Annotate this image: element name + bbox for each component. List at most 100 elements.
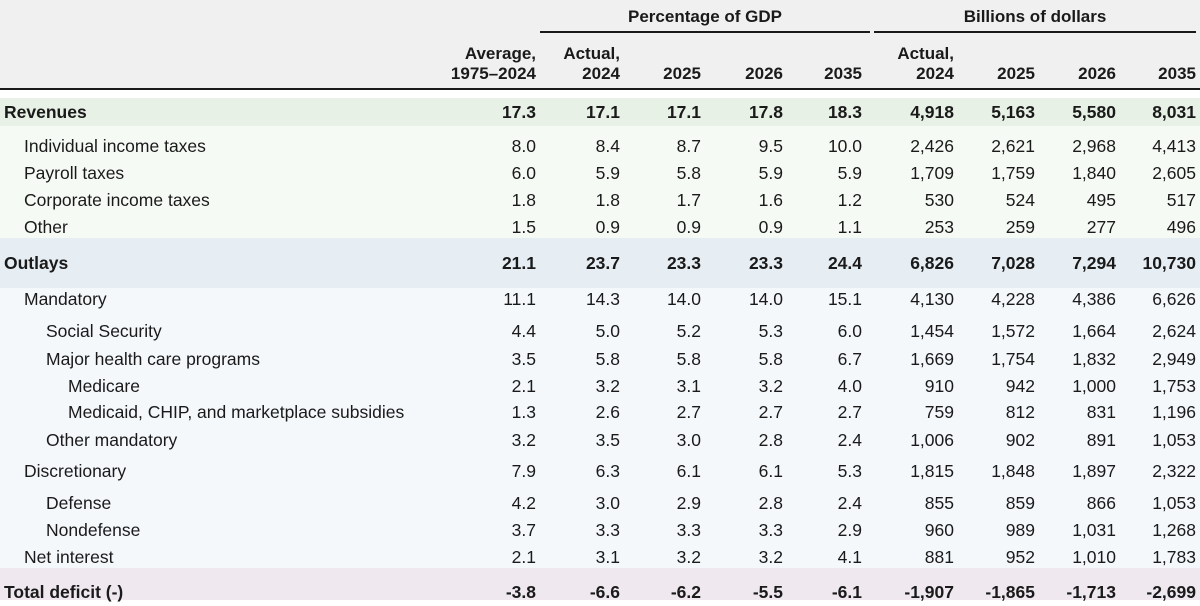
table-cell: 24.4 xyxy=(827,252,862,273)
column-header-line: 1975–2024 xyxy=(450,64,536,83)
table-cell: 496 xyxy=(1166,216,1196,237)
table-row: Other mandatory 3.2 3.5 3.0 2.8 2.4 1,006 902 89… xyxy=(0,426,1200,454)
column-header-line: 2024 xyxy=(582,64,620,83)
column-header-line: 2026 xyxy=(1078,64,1116,83)
column-header: 2035 xyxy=(758,42,862,84)
table-cell: 3.3 xyxy=(676,519,701,540)
column-header: Average, 1975–2024 xyxy=(432,42,536,84)
table-cell: 891 xyxy=(1086,429,1116,450)
table-cell: 1,848 xyxy=(991,460,1035,481)
table-cell: 759 xyxy=(924,401,954,422)
row-label: Payroll taxes xyxy=(24,162,125,183)
table-cell: 1,454 xyxy=(910,320,954,341)
group-label-billions-of-dollars: Billions of dollars xyxy=(963,7,1107,26)
table-cell: 2,968 xyxy=(1072,135,1116,156)
table-row: Major health care programs 3.5 5.8 5.8 5.8 6.… xyxy=(0,345,1200,373)
table-cell: 1,759 xyxy=(991,162,1035,183)
table-row: Nondefense 3.7 3.3 3.3 3.3 2.9 960 989 1,031 1,26… xyxy=(0,516,1200,544)
column-header-line: 2035 xyxy=(1158,64,1196,83)
table-cell: 4.0 xyxy=(837,375,862,396)
table-cell: 5.3 xyxy=(758,320,783,341)
table-cell: 5.9 xyxy=(837,162,862,183)
table-cell: 1,010 xyxy=(1072,546,1116,567)
table-cell: 3.5 xyxy=(511,348,536,369)
table-cell: 23.3 xyxy=(748,252,783,273)
table-cell: -1,713 xyxy=(1066,581,1116,602)
table-cell: 1.1 xyxy=(837,216,862,237)
table-cell: 3.1 xyxy=(676,375,701,396)
table-cell: 5.3 xyxy=(837,460,862,481)
table-cell: 3.2 xyxy=(676,546,701,567)
column-header-line: 2026 xyxy=(745,64,783,83)
table-cell: 8.0 xyxy=(511,135,536,156)
table-cell: 5.0 xyxy=(595,320,620,341)
table-cell: 2.1 xyxy=(511,375,536,396)
table-cell: 7,028 xyxy=(991,252,1035,273)
table-cell: 2,949 xyxy=(1152,348,1196,369)
row-label: Social Security xyxy=(46,320,162,341)
table-cell: 6.1 xyxy=(758,460,783,481)
table-cell: 2.7 xyxy=(837,401,862,422)
table-cell: 1.6 xyxy=(758,189,783,210)
table-cell: 5.8 xyxy=(676,162,701,183)
table-cell: 6.1 xyxy=(676,460,701,481)
row-label: Major health care programs xyxy=(46,348,260,369)
table-cell: 1.3 xyxy=(511,401,536,422)
table-row: Revenues 17.3 17.1 17.1 17.8 18.3 4,918 5,163 5,… xyxy=(0,98,1200,126)
table-cell: 3.2 xyxy=(511,429,536,450)
table-cell: 3.3 xyxy=(595,519,620,540)
table-cell: 2.6 xyxy=(595,401,620,422)
table-row: Total deficit (-) -3.8 -6.6 -6.2 -5.5 -6.1 -1,… xyxy=(0,578,1200,606)
table-cell: 17.3 xyxy=(501,101,536,122)
table-cell: 7.9 xyxy=(511,460,536,481)
deficit-band xyxy=(0,568,1200,600)
table-cell: 855 xyxy=(924,492,954,513)
table-cell: 1,815 xyxy=(910,460,954,481)
table-cell: 5.9 xyxy=(595,162,620,183)
table-cell: 6.0 xyxy=(837,320,862,341)
column-header: 2025 xyxy=(931,42,1035,84)
table-cell: 1,006 xyxy=(910,429,954,450)
table-cell: -6.6 xyxy=(589,581,620,602)
row-label: Defense xyxy=(46,492,112,513)
table-cell: 524 xyxy=(1005,189,1035,210)
column-header-line: Actual, xyxy=(897,44,954,63)
table-cell: 1.5 xyxy=(511,216,536,237)
column-header: 2026 xyxy=(679,42,783,84)
table-cell: 1,753 xyxy=(1152,375,1196,396)
outlays-detail-band xyxy=(0,288,1200,568)
revenues-band xyxy=(0,98,1200,126)
table-cell: 14.3 xyxy=(585,288,620,309)
table-cell: 3.3 xyxy=(758,519,783,540)
table-row: Net interest 2.1 3.1 3.2 3.2 4.1 881 952 1,010 1,… xyxy=(0,543,1200,571)
table-row: Mandatory 11.1 14.3 14.0 14.0 15.1 4,130 4,228 4… xyxy=(0,285,1200,313)
table-cell: 4.2 xyxy=(511,492,536,513)
table-cell: 1,754 xyxy=(991,348,1035,369)
table-cell: 8.4 xyxy=(595,135,620,156)
table-cell: 1.8 xyxy=(511,189,536,210)
table-cell: 5.8 xyxy=(758,348,783,369)
table-cell: 3.5 xyxy=(595,429,620,450)
table-row: Medicaid, CHIP, and marketplace subsidie… xyxy=(0,398,1200,426)
table-cell: 3.0 xyxy=(595,492,620,513)
table-cell: 2,605 xyxy=(1152,162,1196,183)
group-label-percentage-of-gdp: Percentage of GDP xyxy=(628,7,782,26)
table-row: Outlays 21.1 23.7 23.3 23.3 24.4 6,826 7,028 7,2… xyxy=(0,249,1200,277)
column-header: 2026 xyxy=(1012,42,1116,84)
table-cell: 3.2 xyxy=(758,546,783,567)
table-cell: 1,669 xyxy=(910,348,954,369)
table-cell: 910 xyxy=(924,375,954,396)
table-cell: 4,130 xyxy=(910,288,954,309)
table-cell: 253 xyxy=(924,216,954,237)
table-cell: 3.2 xyxy=(595,375,620,396)
table-cell: 5.8 xyxy=(676,348,701,369)
row-label: Other xyxy=(24,216,68,237)
row-label: Outlays xyxy=(4,252,69,273)
row-label: Corporate income taxes xyxy=(24,189,210,210)
table-cell: 6,626 xyxy=(1152,288,1196,309)
table-cell: 1,783 xyxy=(1152,546,1196,567)
header-band xyxy=(0,0,1200,88)
column-header-line: 2024 xyxy=(916,64,954,83)
table-row: Individual income taxes 8.0 8.4 8.7 9.5 10.0 2… xyxy=(0,132,1200,160)
table-cell: 5.9 xyxy=(758,162,783,183)
